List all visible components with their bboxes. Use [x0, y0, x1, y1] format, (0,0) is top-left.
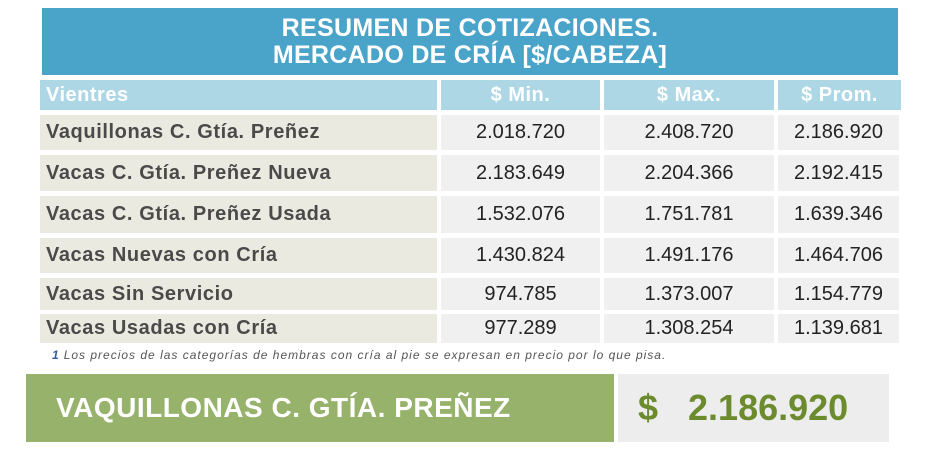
highlight-value: 2.186.920: [688, 387, 849, 428]
row-category: Vaquillonas C. Gtía. Preñez: [40, 115, 437, 150]
row-avg: 1.464.706: [778, 238, 899, 273]
row-avg: 1.139.681: [778, 314, 899, 343]
row-max: 1.491.176: [604, 238, 774, 273]
row-max: 1.751.781: [604, 196, 774, 233]
row-category: Vacas Usadas con Cría: [40, 314, 437, 343]
row-min: 1.430.824: [441, 238, 600, 273]
header-avg: $ Prom.: [778, 80, 901, 110]
row-category: Vacas C. Gtía. Preñez Usada: [40, 196, 437, 233]
row-avg: 2.192.415: [778, 155, 899, 191]
row-max: 1.373.007: [604, 278, 774, 310]
row-max: 2.408.720: [604, 115, 774, 150]
row-avg: 2.186.920: [778, 115, 899, 150]
footnote-mark: 1: [52, 348, 60, 362]
row-min: 977.289: [441, 314, 600, 343]
row-avg: 1.154.779: [778, 278, 899, 310]
highlight-category: VAQUILLONAS C. GTÍA. PREÑEZ: [26, 374, 614, 442]
footnote: 1 Los precios de las categorías de hembra…: [52, 348, 666, 362]
row-category: Vacas C. Gtía. Preñez Nueva: [40, 155, 437, 191]
row-min: 2.018.720: [441, 115, 600, 150]
row-category: Vacas Sin Servicio: [40, 278, 437, 310]
header-category: Vientres: [40, 80, 437, 110]
row-min: 1.532.076: [441, 196, 600, 233]
title-line-2: MERCADO DE CRÍA [$/CABEZA]: [272, 40, 668, 69]
row-min: 2.183.649: [441, 155, 600, 191]
row-max: 2.204.366: [604, 155, 774, 191]
header-min: $ Min.: [441, 80, 600, 110]
row-min: 974.785: [441, 278, 600, 310]
header-max: $ Max.: [604, 80, 774, 110]
highlight-price: $ 2.186.920: [618, 374, 889, 442]
title-line-1: RESUMEN DE COTIZACIONES.: [281, 13, 659, 42]
highlight-currency: $: [638, 387, 659, 428]
footnote-text: Los precios de las categorías de hembras…: [63, 348, 667, 362]
row-category: Vacas Nuevas con Cría: [40, 238, 437, 273]
row-max: 1.308.254: [604, 314, 774, 343]
row-avg: 1.639.346: [778, 196, 899, 233]
title-banner: RESUMEN DE COTIZACIONES. MERCADO DE CRÍA…: [42, 8, 898, 75]
